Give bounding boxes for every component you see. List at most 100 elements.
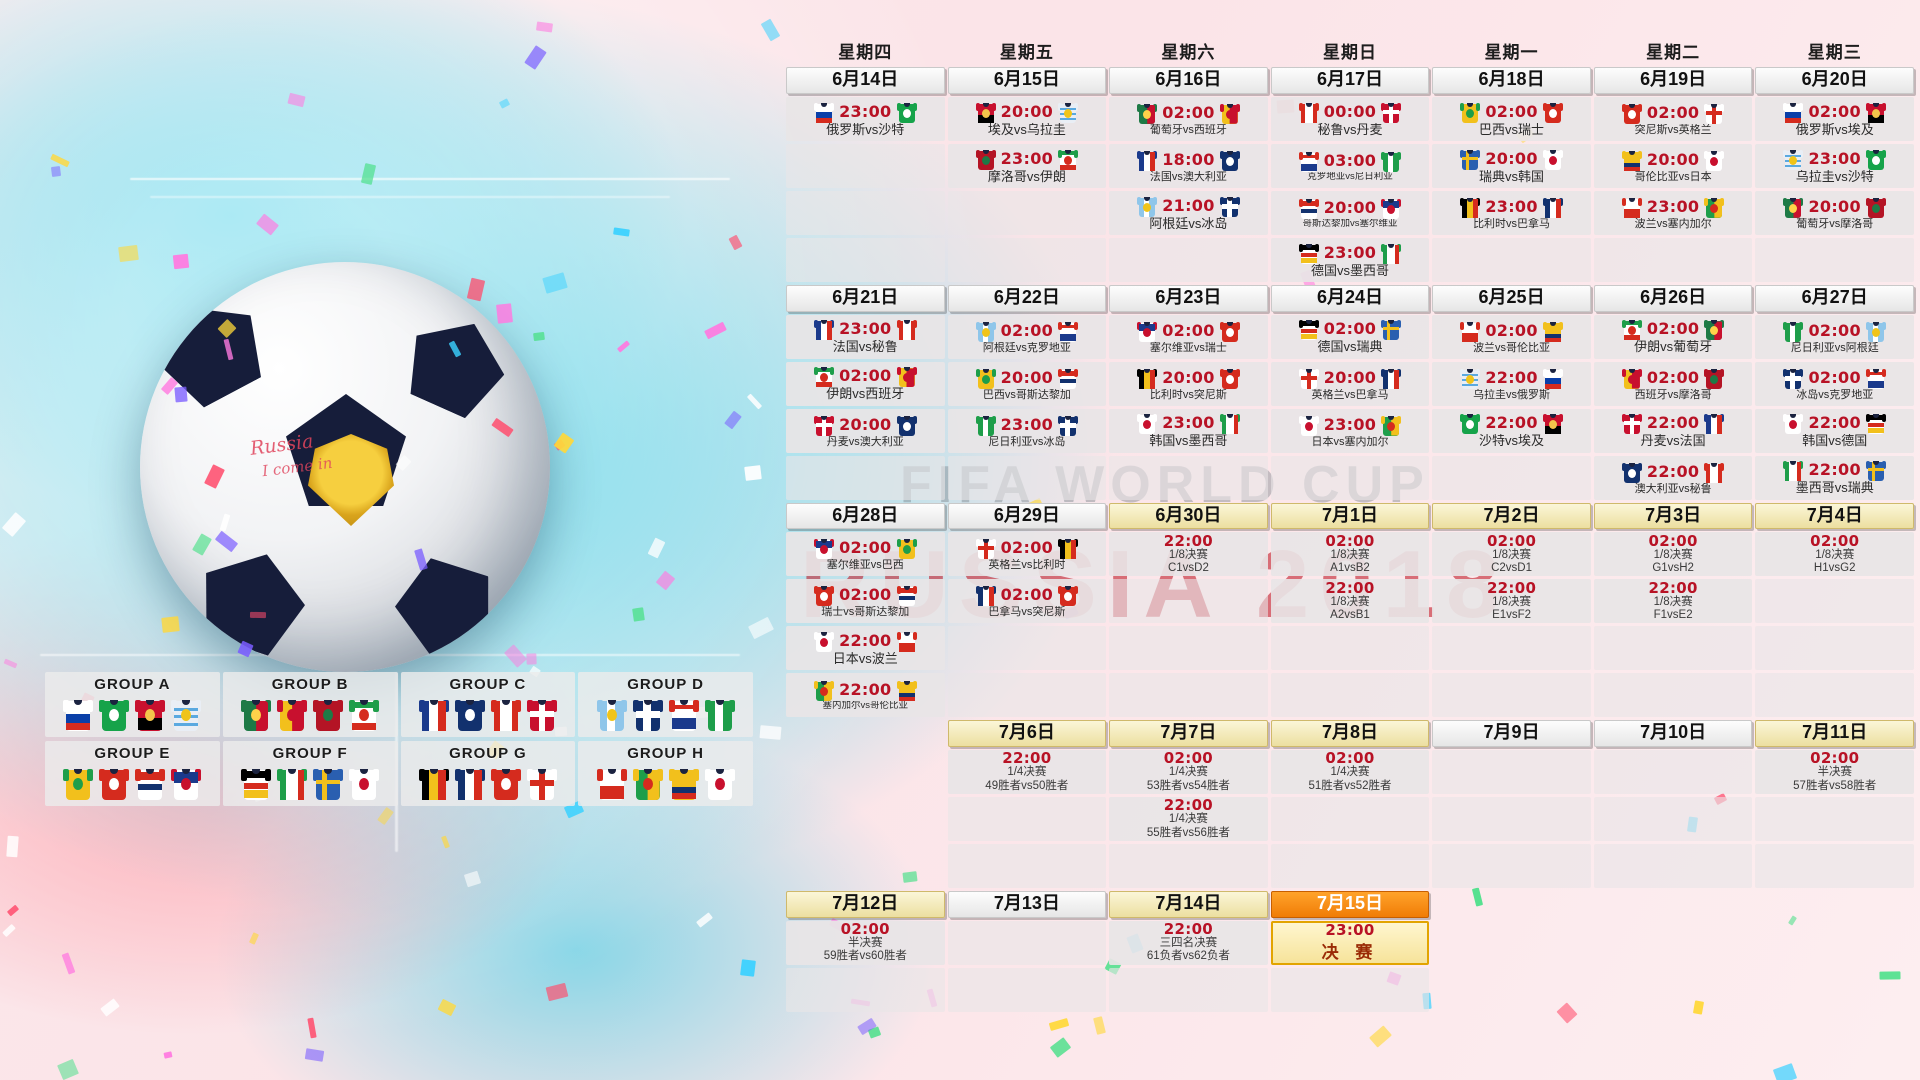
knockout-match-card[interactable]: 02:00 1/8决赛 H1vsG2: [1755, 532, 1914, 577]
date-label-7月7日[interactable]: 7月7日: [1109, 720, 1268, 748]
match-card[interactable]: 22:00 日本vs波兰: [786, 626, 945, 671]
match-card[interactable]: 20:00 丹麦vs澳大利亚: [786, 408, 945, 453]
knockout-match-card[interactable]: 22:00 1/4决赛 55胜者vs56胜者: [1109, 797, 1268, 842]
date-label-7月8日[interactable]: 7月8日: [1270, 720, 1430, 748]
knockout-match-card[interactable]: 22:00 1/8决赛 A2vsB1: [1270, 579, 1430, 624]
date-label-7月13日[interactable]: 7月13日: [947, 891, 1107, 918]
match-card[interactable]: 02:00 冰岛vs克罗地亚: [1755, 361, 1914, 406]
date-label-7月6日[interactable]: 7月6日: [947, 720, 1107, 748]
match-card[interactable]: 20:00 哥斯达黎加vs塞尔维亚: [1270, 190, 1430, 235]
match-card[interactable]: 23:00 波兰vs塞内加尔: [1593, 190, 1753, 235]
knockout-match-card[interactable]: 02:00 1/8决赛 C2vsD1: [1432, 532, 1591, 577]
group-box-group-d[interactable]: GROUP D: [578, 672, 753, 737]
group-box-group-b[interactable]: GROUP B: [222, 672, 398, 737]
match-card[interactable]: 20:00 埃及vs乌拉圭: [947, 96, 1107, 141]
match-card[interactable]: 02:00 巴西vs瑞士: [1432, 96, 1591, 141]
match-card[interactable]: 02:00 英格兰vs比利时: [947, 532, 1107, 577]
match-card[interactable]: 23:00 比利时vs巴拿马: [1432, 190, 1591, 235]
knockout-match-card[interactable]: 22:00 1/8决赛 F1vsE2: [1593, 579, 1753, 624]
match-card[interactable]: 02:00 阿根廷vs克罗地亚: [947, 314, 1107, 359]
knockout-match-card[interactable]: 22:00 1/8决赛 E1vsF2: [1432, 579, 1591, 624]
match-card[interactable]: 22:00 沙特vs埃及: [1432, 408, 1591, 453]
match-card[interactable]: 22:00 墨西哥vs瑞典: [1755, 455, 1914, 500]
date-label-7月14日[interactable]: 7月14日: [1109, 891, 1268, 918]
date-label-7月2日[interactable]: 7月2日: [1432, 502, 1591, 530]
match-card[interactable]: 22:00 澳大利亚vs秘鲁: [1593, 455, 1753, 500]
date-label-7月10日[interactable]: 7月10日: [1593, 720, 1753, 748]
match-card[interactable]: 02:00 瑞士vs哥斯达黎加: [786, 579, 945, 624]
group-box-group-a[interactable]: GROUP A: [45, 672, 220, 737]
match-card[interactable]: 03:00 克罗地亚vs尼日利亚: [1270, 143, 1430, 188]
knockout-match-card[interactable]: 02:00 半决赛 57胜者vs58胜者: [1755, 750, 1914, 795]
group-box-group-h[interactable]: GROUP H: [578, 741, 753, 806]
date-label-6月25日[interactable]: 6月25日: [1432, 284, 1591, 312]
match-card[interactable]: 22:00 丹麦vs法国: [1593, 408, 1753, 453]
date-label-6月17日[interactable]: 6月17日: [1270, 67, 1430, 94]
knockout-match-card[interactable]: 22:00 1/8决赛 C1vsD2: [1109, 532, 1268, 577]
match-card[interactable]: 00:00 秘鲁vs丹麦: [1270, 96, 1430, 141]
match-card[interactable]: 02:00 俄罗斯vs埃及: [1755, 96, 1914, 141]
match-card[interactable]: 02:00 西班牙vs摩洛哥: [1593, 361, 1753, 406]
match-card[interactable]: 23:00 日本vs塞内加尔: [1270, 408, 1430, 453]
match-card[interactable]: 22:00 乌拉圭vs俄罗斯: [1432, 361, 1591, 406]
match-card[interactable]: 20:00 瑞典vs韩国: [1432, 143, 1591, 188]
date-label-6月30日[interactable]: 6月30日: [1109, 502, 1268, 530]
match-card[interactable]: 02:00 巴拿马vs突尼斯: [947, 579, 1107, 624]
match-card[interactable]: 23:00 韩国vs墨西哥: [1109, 408, 1268, 453]
match-card[interactable]: 23:00 法国vs秘鲁: [786, 314, 945, 359]
match-card[interactable]: 02:00 伊朗vs西班牙: [786, 361, 945, 406]
match-card[interactable]: 02:00 波兰vs哥伦比亚: [1432, 314, 1591, 359]
date-label-6月20日[interactable]: 6月20日: [1755, 67, 1914, 94]
match-card[interactable]: 20:00 哥伦比亚vs日本: [1593, 143, 1753, 188]
knockout-match-card[interactable]: 02:00 1/4决赛 51胜者vs52胜者: [1270, 750, 1430, 795]
match-card[interactable]: 02:00 塞尔维亚vs瑞士: [1109, 314, 1268, 359]
match-card[interactable]: 22:00 塞内加尔vs哥伦比亚: [786, 673, 945, 718]
date-label-7月11日[interactable]: 7月11日: [1755, 720, 1914, 748]
match-card[interactable]: 20:00 比利时vs突尼斯: [1109, 361, 1268, 406]
date-label-6月23日[interactable]: 6月23日: [1109, 284, 1268, 312]
group-box-group-g[interactable]: GROUP G: [400, 741, 576, 806]
date-label-6月21日[interactable]: 6月21日: [786, 284, 945, 312]
date-label-7月15日[interactable]: 7月15日: [1270, 891, 1430, 918]
match-card[interactable]: 21:00 阿根廷vs冰岛: [1109, 190, 1268, 235]
date-label-6月18日[interactable]: 6月18日: [1432, 67, 1591, 94]
match-card[interactable]: 02:00 突尼斯vs英格兰: [1593, 96, 1753, 141]
match-card[interactable]: 02:00 德国vs瑞典: [1270, 314, 1430, 359]
match-card[interactable]: 20:00 葡萄牙vs摩洛哥: [1755, 190, 1914, 235]
group-box-group-c[interactable]: GROUP C: [400, 672, 576, 737]
match-card[interactable]: 20:00 英格兰vs巴拿马: [1270, 361, 1430, 406]
date-label-6月29日[interactable]: 6月29日: [947, 502, 1107, 530]
date-label-7月1日[interactable]: 7月1日: [1270, 502, 1430, 530]
knockout-match-card[interactable]: 02:00 1/8决赛 G1vsH2: [1593, 532, 1753, 577]
match-card[interactable]: 23:00 乌拉圭vs沙特: [1755, 143, 1914, 188]
match-card[interactable]: 02:00 葡萄牙vs西班牙: [1109, 96, 1268, 141]
match-card[interactable]: 23:00 德国vs墨西哥: [1270, 237, 1430, 282]
date-label-6月16日[interactable]: 6月16日: [1109, 67, 1268, 94]
knockout-match-card[interactable]: 02:00 1/4决赛 53胜者vs54胜者: [1109, 750, 1268, 795]
date-label-6月14日[interactable]: 6月14日: [786, 67, 945, 94]
match-card[interactable]: 23:00 俄罗斯vs沙特: [786, 96, 945, 141]
date-label-7月4日[interactable]: 7月4日: [1755, 502, 1914, 530]
date-label-7月3日[interactable]: 7月3日: [1593, 502, 1753, 530]
group-box-group-f[interactable]: GROUP F: [222, 741, 398, 806]
match-card[interactable]: 02:00 伊朗vs葡萄牙: [1593, 314, 1753, 359]
date-label-7月9日[interactable]: 7月9日: [1432, 720, 1591, 748]
match-card[interactable]: 23:00 摩洛哥vs伊朗: [947, 143, 1107, 188]
final-match-card[interactable]: 23:00 决 赛: [1270, 920, 1430, 965]
date-label-7月12日[interactable]: 7月12日: [786, 891, 945, 918]
match-card[interactable]: 02:00 塞尔维亚vs巴西: [786, 532, 945, 577]
match-card[interactable]: 23:00 尼日利亚vs冰岛: [947, 408, 1107, 453]
date-label-6月27日[interactable]: 6月27日: [1755, 284, 1914, 312]
match-card[interactable]: 18:00 法国vs澳大利亚: [1109, 143, 1268, 188]
knockout-match-card[interactable]: 02:00 1/8决赛 A1vsB2: [1270, 532, 1430, 577]
match-card[interactable]: 02:00 尼日利亚vs阿根廷: [1755, 314, 1914, 359]
date-label-6月15日[interactable]: 6月15日: [947, 67, 1107, 94]
date-label-6月24日[interactable]: 6月24日: [1270, 284, 1430, 312]
knockout-match-card[interactable]: 22:00 1/4决赛 49胜者vs50胜者: [947, 750, 1107, 795]
group-box-group-e[interactable]: GROUP E: [45, 741, 220, 806]
date-label-6月28日[interactable]: 6月28日: [786, 502, 945, 530]
match-card[interactable]: 22:00 韩国vs德国: [1755, 408, 1914, 453]
match-card[interactable]: 20:00 巴西vs哥斯达黎加: [947, 361, 1107, 406]
date-label-6月22日[interactable]: 6月22日: [947, 284, 1107, 312]
date-label-6月19日[interactable]: 6月19日: [1593, 67, 1753, 94]
